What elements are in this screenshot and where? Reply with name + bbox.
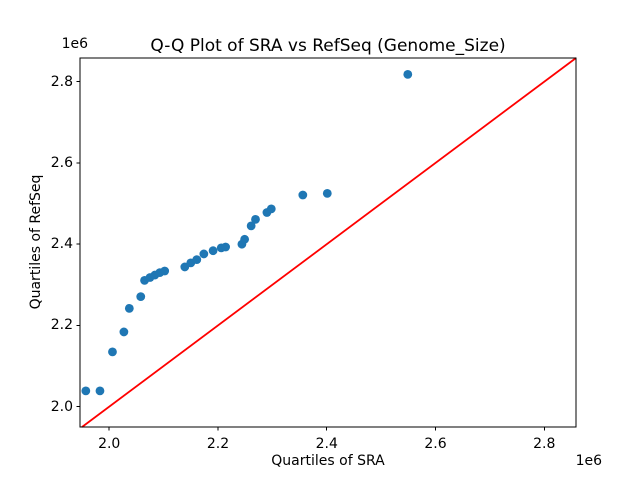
data-point: [322, 189, 332, 198]
x-axis-label: Quartiles of SRA: [271, 453, 385, 469]
y-axis-label: Quartiles of RefSeq: [28, 174, 44, 310]
chart-title: Q-Q Plot of SRA vs RefSeq (Genome_Size): [150, 36, 506, 56]
data-point: [108, 347, 117, 357]
data-point: [124, 303, 134, 313]
y-tick-label: 2.4: [50, 236, 73, 253]
x-axis-offset-label: 1e6: [575, 453, 602, 469]
data-point: [208, 246, 218, 256]
x-tick-label: 2.8: [533, 436, 556, 452]
y-tick-label: 2.8: [50, 73, 73, 90]
data-point: [240, 234, 250, 244]
data-point: [199, 249, 209, 259]
data-point: [246, 221, 256, 231]
x-tick-label: 2.4: [315, 436, 338, 452]
x-tick-label: 2.6: [424, 436, 447, 452]
y-tick-label: 2.2: [50, 317, 73, 334]
data-point: [160, 266, 170, 276]
x-tick-label: 2.0: [98, 436, 121, 452]
data-point: [266, 204, 276, 214]
data-point: [119, 327, 129, 337]
axes-frame: [79, 57, 577, 428]
data-point: [221, 242, 230, 252]
data-point: [81, 386, 91, 396]
data-point: [251, 215, 260, 224]
data-point: [95, 386, 105, 396]
x-tick-label: 2.2: [206, 436, 230, 452]
data-point: [403, 69, 413, 79]
y-tick-label: 2.6: [50, 154, 73, 171]
data-point: [298, 190, 308, 200]
identity-line: [81, 57, 577, 428]
data-point: [192, 255, 202, 265]
data-point: [136, 292, 146, 301]
y-axis-offset-label: 1e6: [61, 36, 88, 52]
y-tick-label: 2.0: [50, 398, 73, 415]
